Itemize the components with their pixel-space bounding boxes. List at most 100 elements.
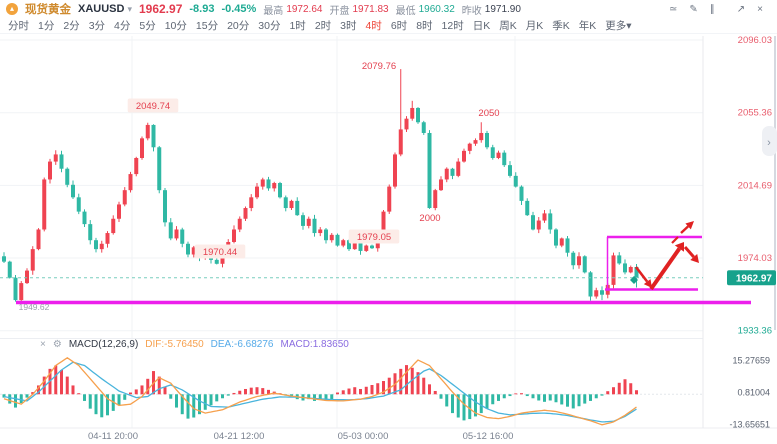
macd-bar [554, 394, 558, 403]
candle-body [289, 200, 294, 209]
x-axis-label: 04-11 20:00 [88, 431, 138, 442]
stat-high-label: 最高 [263, 5, 284, 17]
candle-body [427, 132, 432, 209]
candle-body [444, 168, 449, 180]
tab-4[interactable]: 4时 [365, 20, 382, 32]
candle-body [82, 211, 87, 225]
tab-2[interactable]: 2分 [63, 20, 80, 32]
candle-body [623, 263, 627, 273]
forecast-arrow[interactable] [671, 236, 679, 244]
candle-body [410, 107, 415, 119]
candle-body [174, 229, 179, 239]
tab-3[interactable]: 3分 [88, 20, 106, 32]
forecast-arrow[interactable] [634, 266, 649, 283]
draw-icon[interactable]: ✎ [689, 3, 698, 15]
forecast-arrow-head [690, 253, 699, 263]
stat-open: 开盘 1971.83 [329, 2, 388, 17]
candle-body [531, 215, 535, 230]
candle-body [370, 245, 374, 249]
macd-bar [462, 394, 466, 421]
macd-bar [88, 394, 92, 409]
tab-K[interactable]: 日K [472, 20, 491, 32]
candle-body [278, 183, 282, 198]
candle-body [467, 143, 472, 151]
forecast-arrow[interactable] [680, 225, 689, 234]
macd-bar [60, 369, 63, 395]
macd-bar [623, 379, 627, 395]
macd-bar [255, 387, 259, 395]
macd-bar [25, 394, 29, 398]
candle-body [7, 261, 12, 278]
macd-close-icon[interactable]: × [40, 339, 46, 350]
tab-[interactable]: 分时 [8, 20, 29, 32]
macd-dea-value: DEA:-6.68276 [210, 339, 274, 350]
candle-body [94, 240, 98, 250]
macd-axis-label: 0.81004 [737, 388, 770, 398]
x-axis-label: 04-21 12:00 [214, 431, 265, 442]
tab-8[interactable]: 8时 [416, 20, 433, 32]
candle-body [456, 161, 461, 176]
candle-body [565, 238, 570, 253]
chevron-down-icon[interactable]: ▾ [127, 3, 132, 14]
close-icon[interactable]: × [757, 3, 763, 15]
stat-low-label: 最低 [395, 5, 416, 17]
macd-axis-label: 15.27659 [732, 356, 770, 366]
forecast-arrow[interactable] [649, 247, 682, 291]
axis-collapse-button[interactable] [762, 126, 777, 156]
macd-bar [577, 394, 581, 407]
tab-10[interactable]: 10分 [164, 20, 187, 32]
tab-[interactable]: 更多▾ [605, 20, 632, 32]
macd-bar [180, 394, 184, 415]
macd-bar [94, 394, 98, 415]
chart-canvas[interactable]: 2049.74 2079.76 2050 2000 1979.05 1970.44 1949… [0, 34, 777, 444]
candle-body [559, 238, 564, 246]
macd-bar [364, 386, 368, 395]
candle-body [111, 218, 116, 234]
macd-bar [341, 390, 345, 395]
candle-body [577, 256, 581, 266]
tab-15[interactable]: 15分 [195, 20, 219, 32]
macd-bar [8, 394, 12, 404]
tab-6[interactable]: 6时 [390, 20, 408, 32]
candle-body [157, 147, 162, 191]
compare-icon[interactable]: ∥ [709, 3, 715, 15]
macd-bar [238, 390, 242, 395]
macd-bar [600, 394, 604, 396]
forecast-arrow[interactable] [683, 246, 695, 258]
macd-bar [65, 376, 69, 395]
tab-4[interactable]: 4分 [114, 20, 131, 32]
macd-bar [548, 394, 552, 401]
tab-20[interactable]: 20分 [227, 20, 250, 32]
stat-high: 最高 1972.64 [263, 2, 322, 17]
candle-body [617, 255, 622, 264]
tab-30[interactable]: 30分 [258, 20, 281, 32]
candle-body [433, 190, 438, 209]
expand-icon[interactable]: ↗ [736, 3, 746, 15]
macd-settings-icon[interactable]: ⚙ [52, 339, 62, 350]
candle-body [582, 256, 587, 273]
tab-5[interactable]: 5分 [139, 20, 156, 32]
tab-3[interactable]: 3时 [340, 20, 357, 32]
tab-K[interactable]: 周K [499, 20, 517, 32]
macd-params: MACD(12,26,9) [68, 339, 139, 350]
macd-bar [635, 390, 638, 395]
timeframe-tabs: 分时 1分 2分 3分 4分 5分 10分 15分 20分 30分 1时 2时 3时 4时 6时 8时 12时日… [0, 18, 777, 34]
indicator-icon[interactable]: ≃ [668, 3, 678, 15]
macd-bar [479, 394, 483, 414]
candle-body [473, 140, 478, 144]
price-annotation: 2049.74 [136, 101, 170, 112]
tab-2[interactable]: 2时 [314, 20, 332, 32]
tab-1[interactable]: 1时 [289, 20, 306, 32]
tab-K[interactable]: 年K [578, 20, 597, 32]
tab-K[interactable]: 月K [525, 20, 544, 32]
macd-axis-label: -13.65651 [729, 420, 770, 430]
candle-body [600, 290, 604, 295]
tab-K[interactable]: 季K [552, 20, 570, 32]
macd-bar [146, 378, 150, 395]
macd-bar [336, 392, 339, 395]
tab-1[interactable]: 1分 [38, 20, 55, 32]
tab-12[interactable]: 12时 [441, 20, 464, 32]
current-price-badge [727, 270, 776, 286]
macd-bar [405, 365, 408, 395]
macd-bar [370, 385, 374, 395]
